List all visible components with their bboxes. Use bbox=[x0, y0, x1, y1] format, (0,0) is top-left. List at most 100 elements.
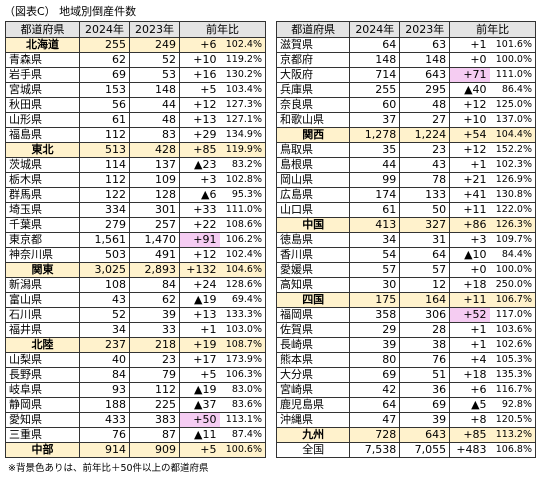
cell: 295 bbox=[399, 82, 451, 98]
cell: 茨城県 bbox=[5, 157, 80, 173]
cell: 225 bbox=[129, 397, 180, 413]
cell: 250.0% bbox=[489, 277, 536, 293]
cell: 36 bbox=[399, 382, 451, 398]
cell: +10 bbox=[449, 112, 490, 128]
cell: 福岡県 bbox=[275, 307, 351, 323]
data-row: 鳥取県 35 23 +12 152.2% bbox=[275, 142, 536, 158]
cell: 奈良県 bbox=[275, 97, 351, 113]
data-row: 滋賀県 64 63 +1 101.6% bbox=[275, 37, 536, 53]
data-row: 東京都 1,561 1,470 +91 106.2% bbox=[5, 232, 266, 248]
cell: 80 bbox=[349, 352, 401, 368]
cell: 28 bbox=[399, 322, 451, 338]
data-row: 兵庫県 255 295 ▲40 86.4% bbox=[275, 82, 536, 98]
cell: 43 bbox=[399, 157, 451, 173]
cell: 岩手県 bbox=[5, 67, 80, 83]
region-row: 中国 413 327 +86 126.3% bbox=[275, 217, 536, 233]
cell: 54 bbox=[349, 247, 401, 263]
cell: 126.3% bbox=[489, 217, 536, 233]
header-row: 都道府県 2024年 2023年 前年比 bbox=[5, 21, 266, 38]
cell: +29 bbox=[179, 127, 220, 143]
cell: +6 bbox=[449, 382, 490, 398]
cell: +3 bbox=[179, 172, 220, 188]
cell: 熊本県 bbox=[275, 352, 351, 368]
region-row: 中部 914 909 +5 100.6% bbox=[5, 442, 266, 458]
header-cell: 都道府県 bbox=[5, 21, 80, 38]
cell: 130.8% bbox=[489, 187, 536, 203]
cell: ▲11 bbox=[179, 427, 220, 443]
cell: 127.1% bbox=[219, 112, 266, 128]
cell: 69 bbox=[399, 397, 451, 413]
cell: 79 bbox=[129, 367, 180, 383]
cell: +16 bbox=[179, 67, 220, 83]
cell: 334 bbox=[79, 202, 130, 218]
cell: +21 bbox=[449, 172, 490, 188]
cell: 43 bbox=[79, 292, 130, 308]
region-row: 北海道 255 249 +6 102.4% bbox=[5, 37, 266, 53]
cell: 64 bbox=[349, 397, 401, 413]
cell: 153 bbox=[79, 82, 130, 98]
data-row: 沖縄県 47 39 +8 120.5% bbox=[275, 412, 536, 428]
cell: +71 bbox=[449, 67, 490, 83]
cell: +5 bbox=[179, 367, 220, 383]
cell: +22 bbox=[179, 217, 220, 233]
cell: 76 bbox=[79, 427, 130, 443]
cell: 257 bbox=[129, 217, 180, 233]
data-row: 広島県 174 133 +41 130.8% bbox=[275, 187, 536, 203]
cell: 111.0% bbox=[219, 202, 266, 218]
cell: ▲5 bbox=[449, 397, 490, 413]
cell: 1,224 bbox=[399, 127, 451, 143]
region-row: 関東 3,025 2,893 +132 104.6% bbox=[5, 262, 266, 278]
data-row: 山形県 61 48 +13 127.1% bbox=[5, 112, 266, 128]
cell: 104.6% bbox=[219, 262, 266, 278]
cell: 64 bbox=[349, 37, 401, 53]
cell: 279 bbox=[79, 217, 130, 233]
cell: +4 bbox=[449, 352, 490, 368]
cell: 北陸 bbox=[5, 337, 80, 353]
header-cell: 2023年 bbox=[399, 21, 451, 38]
cell: 643 bbox=[399, 427, 451, 443]
cell: 青森県 bbox=[5, 52, 80, 68]
cell: 102.8% bbox=[219, 172, 266, 188]
cell: 83.6% bbox=[219, 397, 266, 413]
cell: 413 bbox=[349, 217, 401, 233]
cell: 83.2% bbox=[219, 157, 266, 173]
cell: 31 bbox=[399, 232, 451, 248]
cell: 7,538 bbox=[349, 442, 401, 458]
data-row: 愛知県 433 383 +50 113.1% bbox=[5, 412, 266, 428]
cell: 四国 bbox=[275, 292, 351, 308]
data-row: 大分県 69 51 +18 135.3% bbox=[275, 367, 536, 383]
cell: 84 bbox=[79, 367, 130, 383]
cell: 101.6% bbox=[489, 37, 536, 53]
data-row: 新潟県 108 84 +24 128.6% bbox=[5, 277, 266, 293]
cell: 34 bbox=[349, 232, 401, 248]
cell: +11 bbox=[449, 202, 490, 218]
cell: 全国 bbox=[275, 442, 351, 458]
cell: 1,561 bbox=[79, 232, 130, 248]
data-row: 石川県 52 39 +13 133.3% bbox=[5, 307, 266, 323]
data-row: 長崎県 39 38 +1 102.6% bbox=[275, 337, 536, 353]
data-row: 愛媛県 57 57 +0 100.0% bbox=[275, 262, 536, 278]
cell: 57 bbox=[349, 262, 401, 278]
cell: 愛知県 bbox=[5, 412, 80, 428]
cell: 87.4% bbox=[219, 427, 266, 443]
region-row: 関西 1,278 1,224 +54 104.4% bbox=[275, 127, 536, 143]
cell: 95.3% bbox=[219, 187, 266, 203]
cell: +10 bbox=[179, 52, 220, 68]
cell: 125.0% bbox=[489, 97, 536, 113]
cell: 京都府 bbox=[275, 52, 351, 68]
cell: 和歌山県 bbox=[275, 112, 351, 128]
cell: 102.4% bbox=[219, 37, 266, 53]
cell: 69 bbox=[349, 367, 401, 383]
cell: +41 bbox=[449, 187, 490, 203]
cell: 岐阜県 bbox=[5, 382, 80, 398]
data-row: 島根県 44 43 +1 102.3% bbox=[275, 157, 536, 173]
cell: 60 bbox=[349, 97, 401, 113]
cell: 62 bbox=[129, 292, 180, 308]
cell: 117.0% bbox=[489, 307, 536, 323]
cell: 56 bbox=[79, 97, 130, 113]
cell: 127.3% bbox=[219, 97, 266, 113]
header-row: 都道府県 2024年 2023年 前年比 bbox=[275, 21, 536, 38]
cell: +12 bbox=[449, 97, 490, 113]
cell: 714 bbox=[349, 67, 401, 83]
cell: +19 bbox=[179, 337, 220, 353]
